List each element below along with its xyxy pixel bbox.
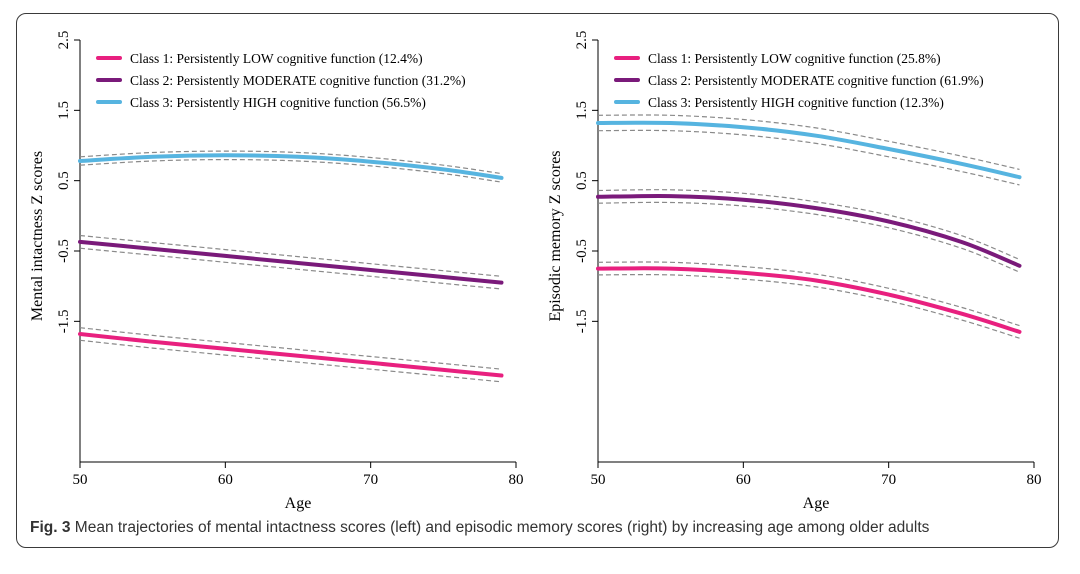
y-tick-label: 2.5 — [56, 31, 72, 50]
series-line-2 — [596, 194, 1022, 268]
chart-panel-1: 50 60 70 80 2.5 1.5 0.5 -0.5 -1.5 Age Mental intac… — [29, 31, 524, 512]
y-tick-label: 1.5 — [574, 101, 590, 120]
x-tick-label: 80 — [1027, 472, 1042, 488]
y-tick-label: -0.5 — [56, 239, 72, 263]
legend-label-2: Class 2: Persistently MODERATE cognitive… — [648, 73, 984, 88]
figure-frame — [16, 13, 1059, 548]
ci-lower-series-3 — [79, 158, 502, 183]
legend-label-3: Class 3: Persistently HIGH cognitive fun… — [648, 95, 944, 110]
y-tick-label: 0.5 — [56, 171, 72, 190]
ci-lower-series-1 — [79, 339, 502, 383]
y-tick-label: 1.5 — [56, 101, 72, 120]
ci-upper-series-1 — [79, 327, 502, 370]
y-tick-label: -0.5 — [574, 239, 590, 263]
x-tick-label: 70 — [881, 472, 896, 488]
y-axis-label: Episodic memory Z scores — [547, 150, 564, 321]
caption-text: Mean trajectories of mental intactness s… — [74, 519, 930, 536]
x-tick-label: 60 — [736, 472, 751, 488]
legend-label-1: Class 1: Persistently LOW cognitive func… — [130, 51, 423, 66]
figure-caption: Fig. 3 Mean trajectories of mental intac… — [30, 519, 929, 537]
series-line-3 — [596, 120, 1022, 180]
ci-lower-series-1 — [597, 273, 1020, 339]
ci-upper-series-3 — [597, 114, 1020, 170]
ci-upper-series-3 — [79, 150, 502, 175]
legend-label-3: Class 3: Persistently HIGH cognitive fun… — [130, 95, 426, 110]
x-tick-label: 50 — [591, 472, 606, 488]
y-tick-label: -1.5 — [574, 309, 590, 333]
y-tick-label: 0.5 — [574, 171, 590, 190]
x-tick-label: 60 — [218, 472, 233, 488]
x-tick-label: 80 — [509, 472, 524, 488]
ci-upper-series-2 — [79, 234, 502, 277]
ci-lower-series-2 — [597, 201, 1020, 273]
ci-lower-series-2 — [79, 247, 502, 290]
legend-label-2: Class 2: Persistently MODERATE cognitive… — [130, 73, 466, 88]
x-axis-label: Age — [285, 495, 312, 512]
series-line-3 — [78, 153, 504, 180]
x-tick-label: 50 — [73, 472, 88, 488]
caption-label: Fig. 3 — [30, 519, 71, 536]
x-tick-label: 70 — [363, 472, 378, 488]
legend-label-1: Class 1: Persistently LOW cognitive func… — [648, 51, 941, 66]
series-line-1 — [78, 332, 504, 378]
ci-lower-series-3 — [597, 129, 1020, 186]
ci-upper-series-2 — [597, 189, 1020, 260]
series-line-2 — [78, 239, 504, 285]
y-tick-label: -1.5 — [56, 309, 72, 333]
y-tick-label: 2.5 — [574, 31, 590, 50]
chart-panel-2: 50 60 70 80 2.5 1.5 0.5 -0.5 -1.5 Age Episodic mem… — [547, 31, 1042, 512]
y-axis-label: Mental intactness Z scores — [29, 151, 46, 321]
x-axis-label: Age — [803, 495, 830, 512]
ci-upper-series-1 — [597, 261, 1020, 327]
series-line-1 — [596, 266, 1022, 334]
